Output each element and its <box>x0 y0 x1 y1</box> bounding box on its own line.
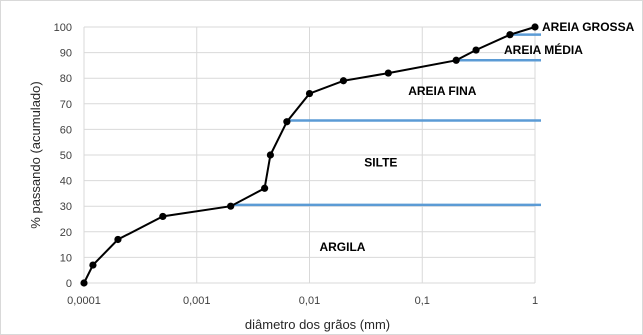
x-axis-title: diâmetro dos grãos (mm) <box>245 317 390 332</box>
data-point <box>506 31 514 39</box>
y-tick-label: 60 <box>60 124 72 136</box>
y-tick-label: 50 <box>60 150 72 162</box>
x-tick-label: 0,01 <box>299 295 320 307</box>
y-tick-label: 80 <box>60 73 72 85</box>
y-tick-label: 20 <box>60 227 72 239</box>
y-tick-label: 100 <box>54 22 72 34</box>
zone-label: AREIA MÉDIA <box>504 42 583 57</box>
data-point <box>339 77 348 85</box>
y-tick-label: 90 <box>60 48 72 60</box>
data-point <box>452 56 460 64</box>
data-point <box>227 202 235 210</box>
data-point <box>261 184 269 192</box>
zone-label: ARGILA <box>319 240 365 254</box>
x-tick-label: 0,0001 <box>67 295 101 307</box>
data-point <box>89 261 97 269</box>
y-tick-label: 30 <box>60 201 72 213</box>
x-tick-label: 0,1 <box>415 295 430 307</box>
x-tick-label: 0,001 <box>183 295 211 307</box>
data-point <box>283 118 291 126</box>
data-point <box>80 279 88 287</box>
data-point <box>305 89 314 98</box>
y-tick-label: 70 <box>60 99 72 111</box>
data-point <box>266 151 274 159</box>
y-tick-label: 40 <box>60 176 72 188</box>
zone-label: AREIA GROSSA <box>542 20 635 34</box>
data-point <box>472 46 480 54</box>
zone-label: SILTE <box>364 156 397 170</box>
y-tick-label: 10 <box>60 252 72 264</box>
data-point <box>159 212 167 221</box>
data-point <box>384 69 392 77</box>
data-point <box>114 235 122 244</box>
data-point <box>531 23 539 31</box>
x-tick-label: 1 <box>532 295 538 307</box>
zone-label: AREIA FINA <box>408 84 477 98</box>
y-tick-label: 0 <box>66 278 72 290</box>
y-axis-title: % passando (acumulado) <box>28 81 43 228</box>
